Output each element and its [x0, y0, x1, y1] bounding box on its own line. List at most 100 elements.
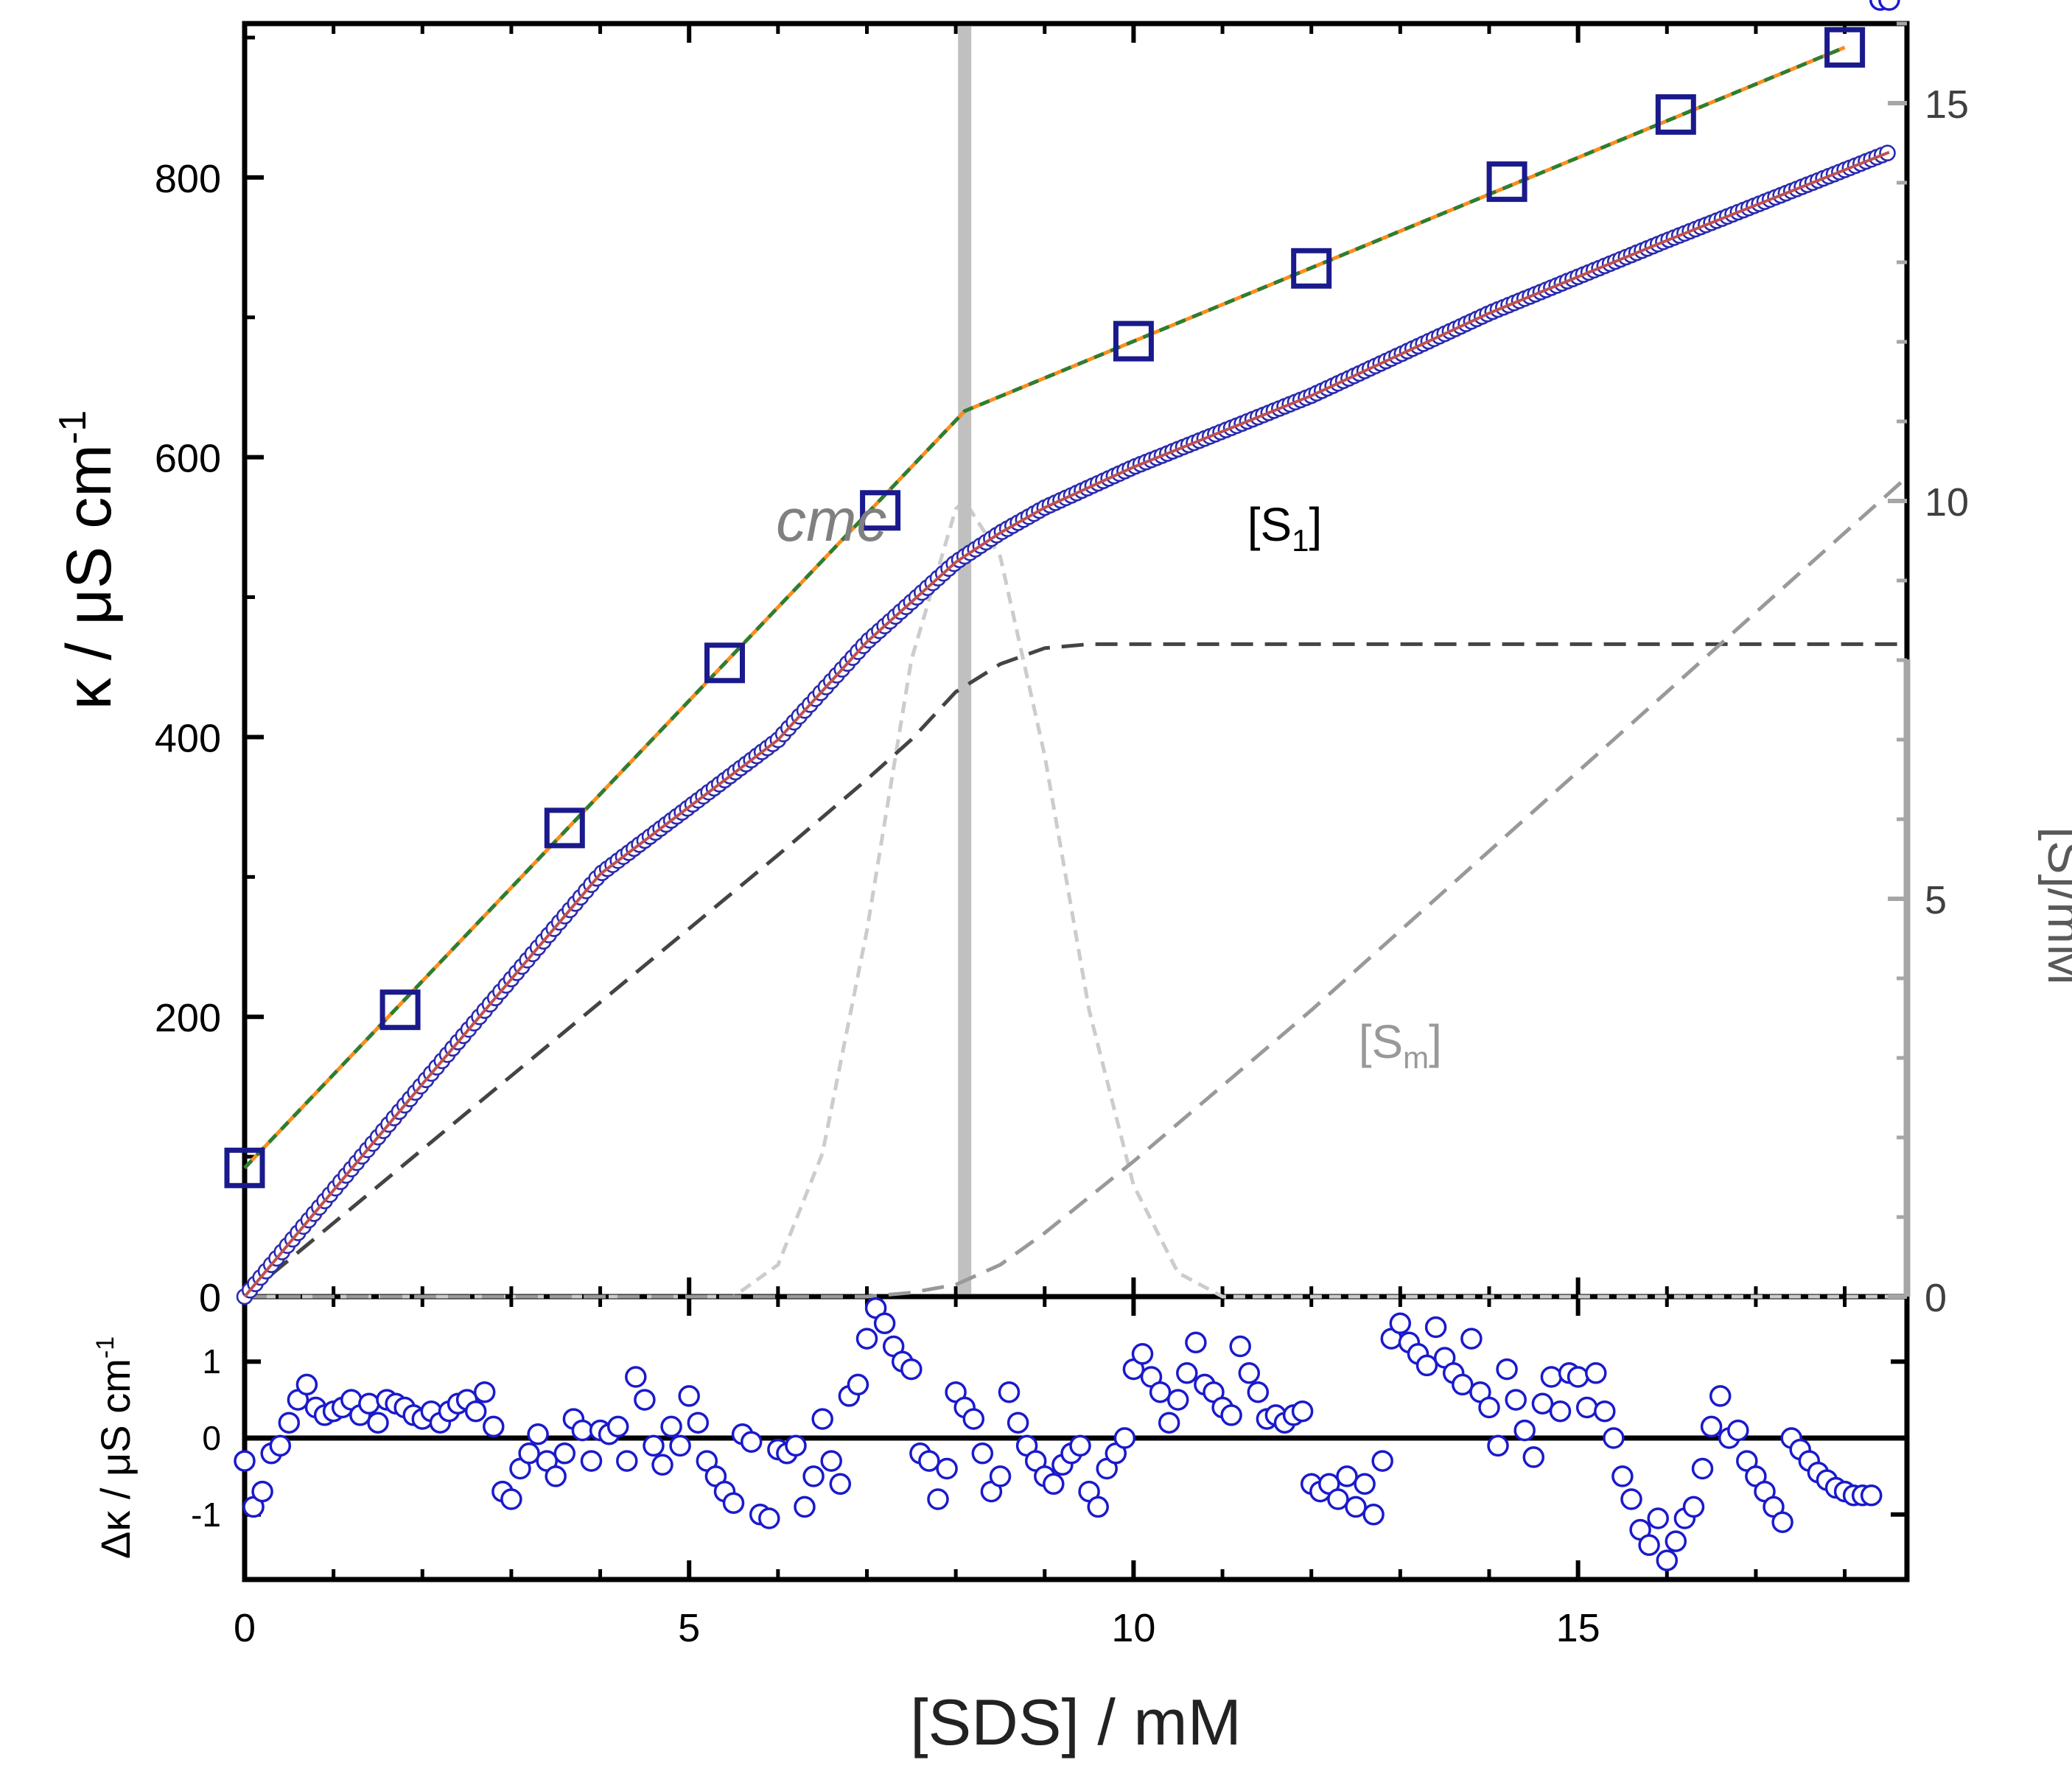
x-axis-title: [SDS] / mM [910, 1686, 1242, 1759]
data-square [379, 989, 421, 1031]
residual-point [1691, 1457, 1714, 1480]
residual-point [927, 1488, 949, 1510]
residual-point [1131, 1343, 1154, 1365]
cmc-distribution-curve [245, 498, 1907, 1299]
residual-point [989, 1465, 1012, 1487]
residual-point [1247, 1381, 1270, 1403]
residual-point [1113, 1427, 1136, 1449]
residual-point [1682, 1496, 1705, 1518]
residual-point [651, 1454, 673, 1476]
residual-point [900, 1358, 923, 1381]
residual-point [1238, 1362, 1261, 1384]
residual-point [811, 1408, 833, 1430]
residual-point [1220, 1404, 1242, 1426]
data-square [224, 1147, 265, 1188]
residual-point [1345, 1496, 1367, 1518]
residual-point [1771, 1511, 1793, 1533]
data-square [544, 807, 585, 849]
residual-point [1185, 1331, 1207, 1354]
residual-point [855, 1328, 878, 1350]
residual-point [278, 1412, 301, 1434]
residual-point [483, 1415, 505, 1438]
residual-point [1371, 1450, 1393, 1472]
square-series [224, 27, 1866, 1188]
residual-point [1567, 1366, 1589, 1388]
residual-point [1069, 1434, 1091, 1457]
residual-point [634, 1389, 656, 1411]
x-tick-label: 0 [234, 1606, 256, 1650]
residual-point [1620, 1488, 1642, 1510]
residual-point [1638, 1534, 1660, 1557]
residual-axis-title: Δκ / μS cm-1 [91, 1336, 139, 1559]
x-tick-label: 15 [1556, 1606, 1600, 1650]
residual-point [1665, 1530, 1687, 1552]
residual-point [971, 1442, 994, 1465]
residual-point [820, 1450, 842, 1472]
residual-point [794, 1496, 816, 1518]
residual-point [847, 1373, 869, 1396]
circles-fit-line [243, 150, 1890, 1298]
s1-annotation-main: [S [1247, 498, 1292, 551]
residual-point [918, 1450, 940, 1472]
residual-point [269, 1434, 292, 1457]
residual-point [687, 1412, 710, 1434]
residual-point [785, 1434, 807, 1457]
residual-point [464, 1400, 487, 1423]
right-axis-title: [S]/mM [2037, 827, 2072, 985]
right-y-tick-label: 15 [1925, 83, 1969, 127]
y-axis-title-main: κ / μS cm [54, 444, 125, 709]
residual-point [1603, 1427, 1625, 1449]
residual-point [571, 1419, 594, 1442]
residual-point [1327, 1488, 1349, 1510]
residual-point [1336, 1465, 1358, 1487]
y-tick-label: 600 [155, 437, 221, 481]
residual-point [1478, 1396, 1500, 1419]
residual-point [1291, 1400, 1314, 1423]
residual-point [295, 1373, 318, 1396]
residual-point [473, 1381, 496, 1403]
residual-point [1647, 1507, 1669, 1529]
residual-point [1176, 1362, 1198, 1384]
residual-point [1594, 1400, 1616, 1423]
residual-point [1860, 1484, 1883, 1507]
residual-point [1424, 1316, 1447, 1339]
residual-axis-title-sup: -1 [91, 1336, 119, 1358]
residual-point [1709, 1385, 1732, 1407]
residual-point [367, 1412, 389, 1434]
sm-annotation: [Sm] [1359, 1015, 1442, 1075]
residual-point [545, 1465, 567, 1487]
residual-point [962, 1408, 985, 1430]
residual-point [1087, 1496, 1109, 1518]
y-axis-title: κ / μS cm-1 [52, 410, 125, 709]
residual-point [643, 1434, 665, 1457]
residual-point [829, 1473, 852, 1496]
y-tick-label: 200 [155, 996, 221, 1040]
residual-series [234, 0, 1907, 1571]
s1-annotation-sub: 1 [1292, 523, 1309, 558]
residual-point [1585, 1362, 1607, 1384]
residual-point [1540, 1366, 1563, 1388]
residual-point [234, 1450, 256, 1472]
residual-point [1656, 1549, 1679, 1571]
residual-point [1487, 1434, 1509, 1457]
data-square [704, 642, 745, 684]
residual-point [722, 1492, 745, 1514]
residual-point [580, 1450, 603, 1472]
x-tick-label: 5 [678, 1606, 700, 1650]
residual-point [1700, 1415, 1723, 1438]
residual-y-tick-label: 0 [202, 1419, 221, 1457]
sm-annotation-sub: m [1403, 1040, 1429, 1075]
residual-point [1043, 1473, 1065, 1496]
y-axis-title-sup: -1 [52, 410, 94, 444]
residual-point [1362, 1504, 1385, 1526]
y-tick-label: 0 [199, 1276, 221, 1320]
residual-point [500, 1488, 522, 1510]
residual-point [1531, 1392, 1554, 1415]
residual-point [873, 1312, 896, 1335]
right-axis-ticks: 0 5 10 15 [1888, 21, 1969, 1320]
s1-annotation: [S1] [1247, 498, 1323, 558]
residual-point [1415, 1354, 1438, 1377]
residual-point [660, 1415, 682, 1438]
